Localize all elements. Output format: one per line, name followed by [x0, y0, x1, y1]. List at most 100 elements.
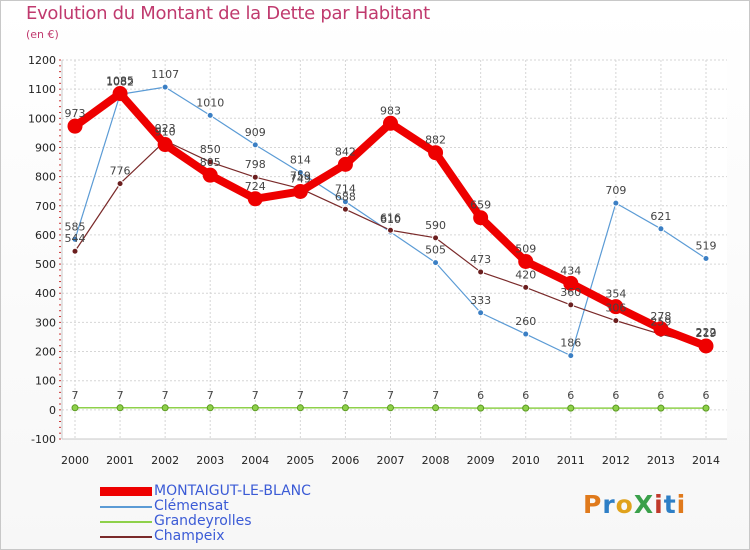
- data-point-clemensat: [657, 225, 665, 233]
- data-point-grandeyrolles: [251, 404, 259, 412]
- data-point-montaigut: [383, 115, 398, 131]
- x-tick-label: 2001: [106, 454, 134, 467]
- data-point-clemensat: [206, 111, 214, 119]
- x-tick-label: 2012: [602, 454, 630, 467]
- data-label-montaigut: 278: [650, 310, 671, 323]
- data-label-montaigut: 354: [605, 288, 626, 301]
- data-point-clemensat: [612, 199, 620, 207]
- data-point-montaigut: [157, 137, 173, 153]
- data-point-grandeyrolles: [702, 404, 710, 412]
- legend-label-grandeyrolles: Grandeyrolles: [154, 513, 252, 529]
- data-label-grandeyrolles: 7: [387, 389, 394, 402]
- data-point-clemensat: [341, 198, 349, 206]
- y-tick-label: 900: [35, 141, 56, 154]
- data-label-grandeyrolles: 6: [567, 389, 574, 402]
- data-point-grandeyrolles: [341, 404, 349, 412]
- logo-letter: i: [654, 490, 664, 519]
- data-label-montaigut: 434: [560, 264, 581, 277]
- data-point-champeix: [567, 301, 575, 309]
- data-point-clemensat: [71, 235, 79, 243]
- data-label-grandeyrolles: 6: [612, 389, 619, 402]
- data-label-clemensat: 1082: [106, 75, 134, 88]
- data-label-grandeyrolles: 7: [297, 389, 304, 402]
- data-point-champeix: [612, 317, 620, 325]
- data-point-clemensat: [432, 259, 440, 267]
- data-label-montaigut: 842: [335, 145, 356, 158]
- logo-letter: o: [615, 490, 634, 519]
- data-label-montaigut: 882: [425, 134, 446, 147]
- y-tick-label: 800: [35, 171, 56, 184]
- data-point-champeix: [206, 158, 214, 166]
- data-point-montaigut: [292, 183, 308, 199]
- x-tick-label: 2003: [196, 454, 224, 467]
- y-tick-label: 1200: [28, 54, 56, 67]
- data-label-clemensat: 714: [335, 183, 356, 196]
- data-label-montaigut: 805: [200, 156, 221, 169]
- logo-letter: t: [663, 490, 677, 519]
- data-label-montaigut: 219: [696, 327, 717, 340]
- data-point-grandeyrolles: [296, 404, 304, 412]
- data-label-champeix: 473: [470, 253, 491, 266]
- x-tick-label: 2002: [151, 454, 179, 467]
- data-label-montaigut: 724: [245, 180, 266, 193]
- data-label-clemensat: 260: [515, 315, 536, 328]
- data-point-champeix: [477, 268, 485, 276]
- data-point-montaigut: [698, 338, 714, 354]
- data-label-grandeyrolles: 7: [342, 389, 349, 402]
- data-point-montaigut: [112, 86, 128, 102]
- data-point-montaigut: [608, 299, 624, 315]
- data-label-champeix: 544: [65, 232, 86, 245]
- data-label-clemensat: 610: [380, 213, 401, 226]
- data-label-grandeyrolles: 7: [252, 389, 259, 402]
- data-point-clemensat: [522, 330, 530, 338]
- data-point-montaigut: [67, 118, 83, 134]
- data-label-grandeyrolles: 7: [117, 389, 124, 402]
- x-tick-label: 2013: [647, 454, 675, 467]
- data-label-champeix: 850: [200, 143, 221, 156]
- legend-label-champeix: Champeix: [154, 528, 225, 544]
- y-tick-label: -100: [31, 433, 56, 446]
- legend-swatch-montaigut: [100, 487, 152, 496]
- data-label-champeix: 222: [696, 326, 717, 339]
- data-point-montaigut: [337, 156, 353, 172]
- data-label-montaigut: 973: [65, 107, 86, 120]
- data-point-grandeyrolles: [161, 404, 169, 412]
- data-label-champeix: 360: [560, 286, 581, 299]
- y-tick-label: 0: [49, 404, 56, 417]
- chart-subtitle: (en €): [26, 28, 59, 41]
- data-label-montaigut: 983: [380, 104, 401, 117]
- data-label-grandeyrolles: 7: [432, 389, 439, 402]
- data-point-grandeyrolles: [71, 404, 79, 412]
- data-label-grandeyrolles: 6: [657, 389, 664, 402]
- data-label-clemensat: 621: [650, 210, 671, 223]
- data-label-champeix: 759: [290, 170, 311, 183]
- data-point-grandeyrolles: [432, 404, 440, 412]
- data-label-champeix: 688: [335, 190, 356, 203]
- data-label-clemensat: 814: [290, 154, 311, 167]
- data-label-montaigut: 1085: [106, 75, 134, 88]
- data-point-clemensat: [477, 309, 485, 317]
- data-label-champeix: 590: [425, 219, 446, 232]
- data-label-champeix: 776: [110, 165, 131, 178]
- legend-label-montaigut: MONTAIGUT-LE-BLANC: [154, 483, 311, 499]
- data-point-montaigut: [653, 321, 669, 337]
- data-point-champeix: [116, 180, 124, 188]
- data-label-montaigut: 749: [290, 172, 311, 185]
- data-point-montaigut: [473, 210, 489, 226]
- y-tick-label: 100: [35, 375, 56, 388]
- logo-letter: P: [583, 490, 603, 519]
- x-tick-label: 2005: [286, 454, 314, 467]
- data-label-clemensat: 909: [245, 126, 266, 139]
- y-tick-label: 400: [35, 287, 56, 300]
- data-point-grandeyrolles: [522, 404, 530, 412]
- data-point-champeix: [387, 226, 394, 234]
- data-point-champeix: [251, 173, 259, 181]
- data-point-montaigut: [563, 275, 579, 291]
- data-point-clemensat: [296, 169, 304, 177]
- data-label-montaigut: 509: [515, 242, 536, 255]
- data-point-grandeyrolles: [477, 404, 485, 412]
- data-point-champeix: [341, 205, 349, 213]
- data-point-montaigut: [247, 191, 263, 207]
- data-label-clemensat: 333: [470, 294, 491, 307]
